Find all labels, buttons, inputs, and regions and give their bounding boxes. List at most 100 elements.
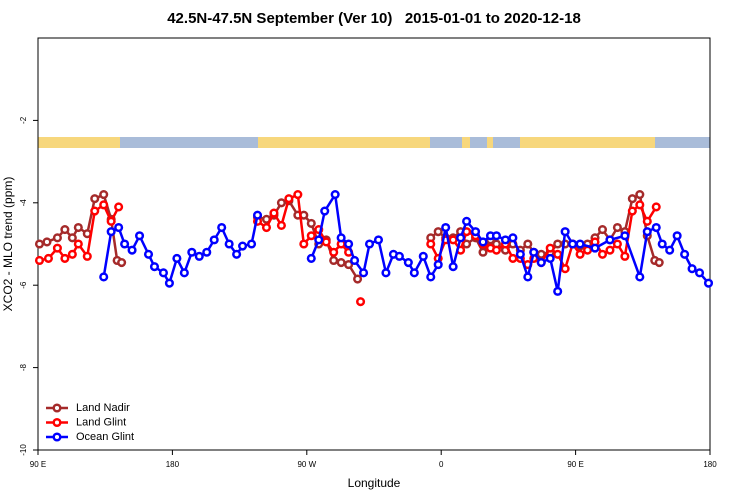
data-point: [82, 251, 92, 261]
data-point: [314, 235, 324, 245]
data-point: [651, 222, 661, 233]
data-point: [246, 239, 257, 249]
land-ocean-strip: [38, 137, 710, 148]
data-point: [590, 243, 600, 253]
data-point: [306, 231, 316, 241]
data-point: [43, 253, 54, 263]
data-point: [321, 237, 331, 247]
data-point: [651, 202, 661, 212]
data-point: [642, 227, 652, 237]
data-point: [34, 239, 45, 249]
data-point: [164, 278, 174, 288]
data-point: [158, 268, 168, 278]
data-point: [448, 262, 458, 272]
y-tick-label: -2: [19, 116, 28, 124]
data-point: [60, 225, 70, 235]
data-point: [627, 194, 637, 204]
data-point: [575, 239, 585, 249]
data-point: [299, 239, 309, 249]
data-point: [106, 216, 116, 226]
land-band: [462, 137, 470, 148]
data-point: [597, 249, 608, 259]
data-point: [67, 233, 77, 243]
data-point: [127, 245, 137, 255]
data-point: [560, 227, 570, 237]
data-point: [508, 253, 518, 263]
legend-marker: [52, 417, 62, 428]
data-point: [143, 249, 154, 259]
x-tick-label: 180: [166, 460, 180, 469]
data-point: [320, 206, 330, 216]
data-point: [627, 206, 637, 216]
x-tick-label: 90 E: [567, 460, 583, 469]
x-tick-label: 0: [439, 460, 444, 469]
data-point: [330, 190, 340, 200]
series: [34, 190, 661, 307]
data-point: [553, 286, 563, 296]
data-point: [179, 268, 189, 278]
data-point: [381, 268, 391, 278]
data-point: [114, 222, 124, 233]
data-point: [441, 222, 451, 233]
data-point: [529, 247, 539, 257]
data-point: [329, 255, 339, 266]
data-point: [456, 233, 466, 243]
data-point: [293, 190, 303, 200]
data-point: [433, 227, 443, 237]
data-point: [491, 245, 502, 255]
data-point: [568, 239, 578, 249]
series-line: [102, 214, 259, 287]
data-point: [403, 257, 413, 268]
data-point: [687, 264, 697, 274]
data-point: [232, 249, 242, 259]
y-tick-label: -10: [19, 444, 28, 456]
y-tick-label: -6: [19, 281, 28, 289]
data-point: [545, 243, 555, 253]
data-point: [500, 235, 510, 245]
data-point: [52, 243, 62, 253]
data-point: [654, 257, 664, 268]
data-point: [553, 249, 563, 259]
data-point: [344, 260, 354, 270]
y-tick-label: -8: [19, 363, 28, 371]
data-point: [99, 190, 109, 200]
data-point: [426, 272, 436, 282]
data-point: [194, 251, 204, 261]
data-point: [217, 222, 227, 233]
data-point: [284, 194, 294, 204]
data-point: [261, 222, 272, 233]
data-point: [358, 268, 369, 278]
data-point: [306, 218, 316, 228]
x-tick-label: 90 E: [30, 460, 46, 469]
data-point: [90, 206, 100, 216]
x-tick-label: 90 W: [297, 460, 316, 469]
data-point: [672, 231, 682, 241]
data-point: [433, 260, 443, 270]
data-point: [117, 257, 127, 268]
data-point: [635, 190, 645, 200]
data-point: [508, 233, 518, 243]
data-point: [523, 239, 533, 249]
data-point: [373, 235, 384, 245]
legend-marker: [52, 403, 62, 413]
data-point: [635, 200, 645, 210]
land-band: [38, 137, 120, 148]
data-point: [426, 239, 436, 249]
data-point: [478, 247, 488, 257]
data-point: [336, 257, 346, 268]
data-point: [536, 257, 546, 268]
data-point: [73, 222, 83, 233]
data-point: [52, 233, 62, 243]
data-point: [657, 239, 667, 249]
data-point: [478, 237, 488, 247]
data-point: [336, 233, 346, 243]
land-band: [487, 137, 493, 148]
legend-label: Land Glint: [76, 416, 126, 428]
data-point: [114, 202, 124, 212]
data-point: [418, 251, 428, 261]
data-point: [269, 208, 279, 218]
series: [99, 190, 714, 296]
y-axis-label: XCO2 - MLO trend (ppm): [1, 177, 15, 312]
